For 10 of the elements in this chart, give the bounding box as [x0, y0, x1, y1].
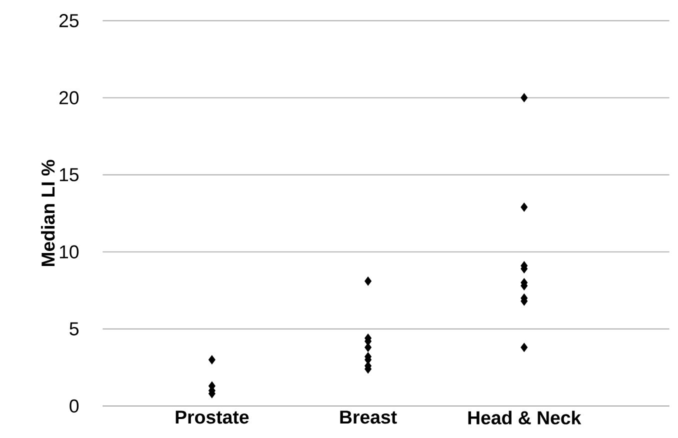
x-tick-label: Breast	[340, 410, 397, 424]
x-tick-label: Prostate	[176, 410, 249, 424]
y-tick-label: 10	[60, 245, 79, 258]
y-tick-label: 0	[70, 399, 79, 413]
y-tick-label: 20	[59, 91, 79, 104]
y-tick-label: 5	[70, 322, 79, 336]
y-tick-label: 15	[60, 168, 79, 182]
x-tick-label: Head & Neck	[468, 410, 582, 424]
y-axis-title: Median LI %	[41, 160, 55, 266]
y-tick-label: 25	[59, 14, 79, 28]
